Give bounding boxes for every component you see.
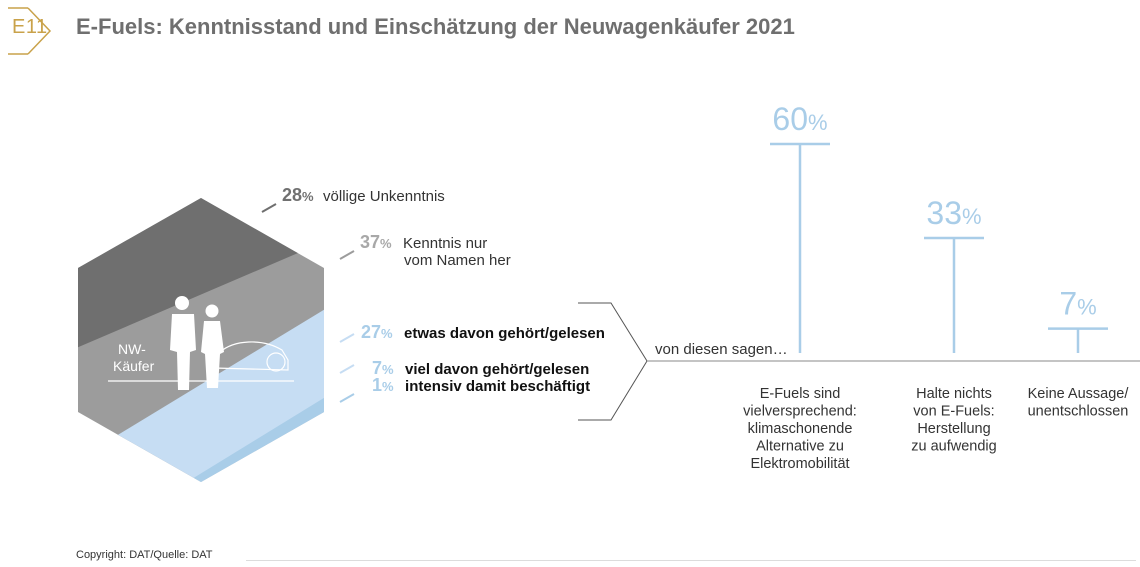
hex-segment-intensive xyxy=(78,388,324,482)
segment-name-only: 37% Kenntnis nur xyxy=(360,232,487,252)
category-label-1-line-1: von E-Fuels: xyxy=(913,404,994,420)
copyright: Copyright: DAT/Quelle: DAT xyxy=(76,549,213,561)
segment-name-only-line2: vom Namen her xyxy=(404,252,511,269)
chapter-tag-bracket xyxy=(8,7,52,55)
hex-label-line2: Käufer xyxy=(113,358,155,374)
category-label-0-line-0: E-Fuels sind xyxy=(760,386,841,402)
chapter-tag: E11 xyxy=(12,16,48,38)
segment-intensive: 1% intensiv damit beschäftigt xyxy=(372,375,590,395)
category-label-1-line-3: zu aufwendig xyxy=(911,439,996,455)
leader-line-name-only xyxy=(339,250,355,260)
car-outline xyxy=(213,341,289,371)
leader-line-unknown xyxy=(261,203,277,213)
opinion-bars: 60% E-Fuels sind vielversprechend:klimasch… xyxy=(743,101,1129,472)
leader-line-some xyxy=(339,333,355,343)
leader-line-intensive xyxy=(339,393,355,403)
segment-much: 7% viel davon gehört/gelesen xyxy=(372,358,589,378)
bar-value-2: 7% xyxy=(1059,286,1096,322)
connector-label: von diesen sagen… xyxy=(655,341,788,358)
category-label-2-line-1: unentschlossen xyxy=(1028,404,1129,420)
bar-value-1: 33% xyxy=(926,195,981,231)
infographic: NW- Käufer 28% völlige Unkenntnis 37% Ke… xyxy=(78,101,1140,482)
category-label-1-line-2: Herstellung xyxy=(917,421,990,437)
category-label-0-line-4: Elektromobilität xyxy=(750,456,849,472)
category-label-1-line-0: Halte nichts xyxy=(916,386,992,402)
segment-some: 27% etwas davon gehört/gelesen xyxy=(361,322,605,342)
leader-line-much xyxy=(339,364,355,374)
footer-divider xyxy=(246,560,1136,561)
segment-unknown: 28% völlige Unkenntnis xyxy=(282,185,445,205)
category-label-0-line-1: vielversprechend: xyxy=(743,404,857,420)
hex-label-line1: NW- xyxy=(118,341,146,357)
bar-value-0: 60% xyxy=(772,101,827,137)
category-label-0-line-3: Alternative zu xyxy=(756,439,844,455)
buyers-illustration xyxy=(170,296,224,390)
category-label-2-line-0: Keine Aussage/ xyxy=(1028,386,1130,402)
page-title: E-Fuels: Kenntnisstand und Einschätzung … xyxy=(76,14,795,39)
knowledge-hexagon: NW- Käufer xyxy=(78,198,324,482)
category-label-0-line-2: klimaschonende xyxy=(748,421,853,437)
